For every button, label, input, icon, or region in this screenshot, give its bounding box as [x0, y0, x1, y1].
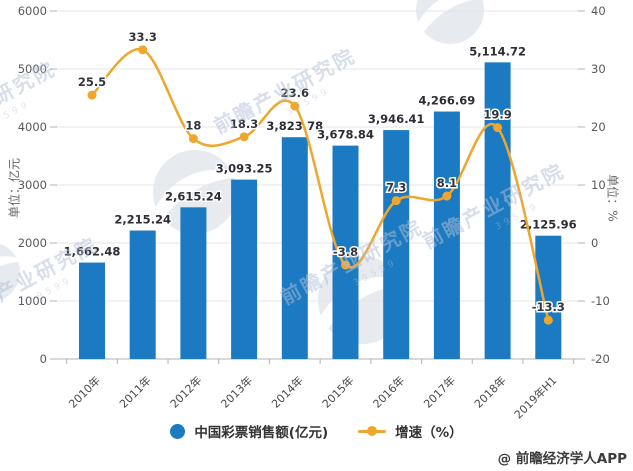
bar-series	[79, 62, 562, 359]
right-axis-tick-label: 0	[591, 236, 598, 250]
x-axis-label: 2010年	[66, 373, 103, 410]
right-axis-tick-label: 30	[591, 62, 606, 76]
chart-legend: 中国彩票销售额(亿元) 增速（%）	[0, 421, 633, 441]
growth-dot	[188, 134, 198, 144]
growth-value-label: 23.6	[281, 86, 309, 100]
growth-dot	[87, 90, 97, 100]
right-axis-tick-label: -20	[591, 352, 610, 366]
watermark-logo-icon	[410, 0, 497, 45]
bar-value-label: 3,678.84	[317, 128, 374, 142]
bar-value-label: 4,266.69	[419, 94, 476, 108]
left-axis-title: 单位：亿元	[7, 157, 22, 219]
bar-value-label: 1,662.48	[64, 245, 121, 259]
right-axis-tick-label: 40	[591, 4, 606, 18]
left-axis-tick-label: 2000	[18, 236, 47, 250]
watermark-logo-icon	[146, 150, 253, 234]
bar-series-marker-icon	[170, 423, 186, 439]
bar	[433, 111, 460, 359]
growth-dot	[290, 101, 300, 111]
line-series-marker-icon	[358, 426, 387, 436]
legend-item-sales: 中国彩票销售额(亿元)	[170, 421, 328, 441]
growth-value-label: 33.3	[129, 30, 157, 44]
growth-value-label: -13.3	[532, 300, 565, 314]
right-axis-title: 单位：%	[605, 174, 620, 222]
right-axis-tick-label: -10	[591, 294, 610, 308]
left-axis-tick-label: 3000	[18, 178, 47, 192]
attribution: @ 前瞻经济学人APP	[497, 451, 627, 467]
bar	[231, 179, 258, 359]
x-axis-label: 2014年	[268, 373, 305, 410]
right-axis-tick-label: 10	[591, 178, 606, 192]
growth-value-label: 8.1	[437, 176, 457, 190]
growth-value-label: 7.3	[386, 181, 406, 195]
bar	[281, 137, 308, 359]
growth-dot	[442, 191, 452, 201]
x-axis-label: 2019年H1	[511, 373, 559, 421]
right-axis-tick-label: 20	[591, 120, 606, 134]
growth-dot	[493, 123, 503, 133]
bar	[332, 145, 359, 359]
x-axis-label: 2018年	[471, 373, 508, 410]
bar-label-layer: 1,662.48 2,215.24 2,615.24 3,093.25 3,823.78…	[62, 43, 578, 260]
legend-label-growth: 增速（%）	[395, 425, 463, 441]
bar	[129, 230, 156, 359]
growth-line	[91, 47, 550, 321]
legend-item-growth: 增速（%）	[358, 421, 463, 441]
bar	[180, 207, 207, 359]
line-series: 25.5 33.3 18 18.3 23.6 -3.8 7.3 8.1 19.9 -13.3	[76, 28, 566, 325]
x-axis-label: 2017年	[421, 373, 458, 410]
growth-value-label: 25.5	[78, 75, 106, 89]
x-label-layer: 2010年 2011年 2012年 2013年 2014年 2015年 2016年 2017年…	[66, 373, 560, 421]
growth-value-label: 18	[185, 119, 201, 133]
left-axis-tick-label: 0	[40, 352, 47, 366]
bar	[484, 62, 511, 359]
bar-value-label: 3,823.78	[266, 119, 323, 133]
x-axis-label: 2013年	[218, 373, 255, 410]
bar	[79, 262, 105, 359]
bar-value-label: 2,125.96	[520, 218, 577, 232]
bar-value-label: 5,114.72	[469, 44, 526, 58]
x-axis-label: 2011年	[116, 373, 153, 410]
x-axis-label: 2016年	[370, 373, 407, 410]
growth-dot	[391, 196, 401, 206]
growth-dot	[239, 132, 249, 142]
left-axis-tick-label: 1000	[18, 294, 47, 308]
growth-dot	[138, 45, 148, 55]
bar-value-label: 3,093.25	[216, 162, 273, 176]
growth-value-label: -3.8	[333, 245, 358, 259]
left-axis-tick-label: 6000	[18, 4, 47, 18]
x-axis-label: 2012年	[167, 373, 204, 410]
watermark-logo-icon	[0, 242, 31, 302]
growth-value-label: 18.3	[230, 117, 258, 131]
left-axis-tick-label: 5000	[18, 62, 47, 76]
growth-value-label: 19.9	[483, 108, 511, 122]
bar-value-label: 3,946.41	[368, 112, 425, 126]
growth-dot	[543, 315, 553, 325]
line-marker-dot-icon	[367, 426, 378, 436]
legend-label-sales: 中国彩票销售额(亿元)	[194, 425, 329, 441]
bar-value-label: 2,615.24	[165, 189, 222, 203]
bar	[383, 130, 410, 359]
bar-value-label: 2,215.24	[114, 213, 171, 227]
bar	[535, 235, 562, 359]
growth-dot	[341, 260, 350, 270]
left-axis-tick-label: 4000	[18, 120, 47, 134]
x-axis-label: 2015年	[319, 373, 356, 410]
